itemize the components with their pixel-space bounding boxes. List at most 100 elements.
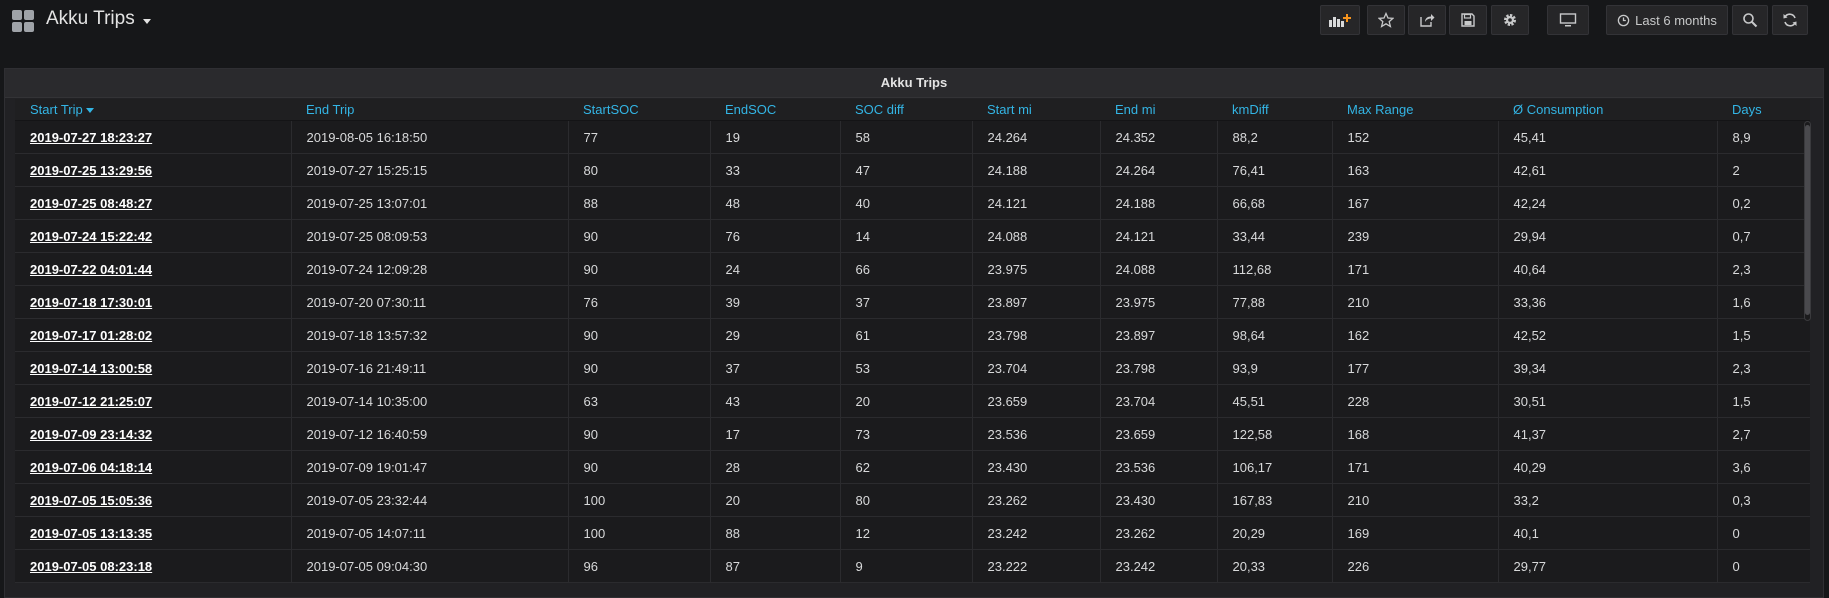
table-cell: 62	[840, 450, 973, 484]
apps-grid-icon[interactable]	[12, 10, 34, 32]
column-header[interactable]: kmDiff	[1217, 99, 1332, 121]
table-cell: 33,36	[1498, 285, 1718, 319]
table-cell: 23.975	[972, 252, 1101, 286]
table-cell: 162	[1332, 318, 1499, 352]
column-header-label: SOC diff	[855, 102, 904, 117]
time-range-picker[interactable]: Last 6 months	[1606, 5, 1728, 35]
table-cell: 100	[568, 516, 711, 550]
table-cell: 17	[710, 417, 841, 451]
table-cell: 88,2	[1217, 120, 1333, 154]
table-cell: 37	[710, 351, 841, 385]
dashboard-title: Akku Trips	[46, 8, 135, 29]
start-trip-link[interactable]: 2019-07-05 13:13:35	[15, 516, 292, 550]
table-cell: 1,5	[1717, 384, 1810, 418]
dashboard-navbar: Akku Trips	[0, 0, 1829, 60]
table-row: 2019-07-17 01:28:02 2019-07-18 13:57:32 90…	[15, 318, 1810, 352]
table-cell: 40,29	[1498, 450, 1718, 484]
column-header[interactable]: Start Trip	[15, 99, 291, 121]
start-trip-link[interactable]: 2019-07-12 21:25:07	[15, 384, 292, 418]
table-cell: 2019-07-05 14:07:11	[291, 516, 569, 550]
table-cell: 2019-07-12 16:40:59	[291, 417, 569, 451]
table-cell: 106,17	[1217, 450, 1333, 484]
start-trip-link[interactable]: 2019-07-25 08:48:27	[15, 186, 292, 220]
column-header-label: Ø Consumption	[1513, 102, 1604, 117]
table-cell: 90	[568, 252, 711, 286]
table-row: 2019-07-05 15:05:36 2019-07-05 23:32:44 10…	[15, 483, 1810, 517]
dashboard-settings-button[interactable]	[1491, 5, 1529, 35]
column-header-label: kmDiff	[1232, 102, 1269, 117]
start-trip-link[interactable]: 2019-07-25 13:29:56	[15, 153, 292, 187]
start-trip-link[interactable]: 2019-07-24 15:22:42	[15, 219, 292, 253]
table-cell: 28	[710, 450, 841, 484]
start-trip-link[interactable]: 2019-07-18 17:30:01	[15, 285, 292, 319]
refresh-button[interactable]	[1772, 5, 1808, 35]
panel-title[interactable]: Akku Trips	[5, 69, 1823, 98]
column-header[interactable]: SOC diff	[840, 99, 972, 121]
table-cell: 3,6	[1717, 450, 1810, 484]
table-cell: 90	[568, 351, 711, 385]
table-cell: 2019-07-14 10:35:00	[291, 384, 569, 418]
star-icon	[1378, 12, 1394, 28]
start-trip-link[interactable]: 2019-07-14 13:00:58	[15, 351, 292, 385]
start-trip-link[interactable]: 2019-07-06 04:18:14	[15, 450, 292, 484]
table-cell: 2019-07-25 13:07:01	[291, 186, 569, 220]
table-cell: 0	[1717, 549, 1810, 583]
start-trip-link[interactable]: 2019-07-17 01:28:02	[15, 318, 292, 352]
table-cell: 24	[710, 252, 841, 286]
column-header[interactable]: Days	[1717, 99, 1810, 121]
table-cell: 93,9	[1217, 351, 1333, 385]
start-trip-link[interactable]: 2019-07-05 08:23:18	[15, 549, 292, 583]
zoom-out-button[interactable]	[1732, 5, 1768, 35]
table-cell: 23.222	[972, 549, 1101, 583]
start-trip-link[interactable]: 2019-07-22 04:01:44	[15, 252, 292, 286]
table-cell: 23.704	[972, 351, 1101, 385]
column-header-label: End mi	[1115, 102, 1156, 117]
table-cell: 90	[568, 450, 711, 484]
dashboard-title-dropdown[interactable]: Akku Trips	[46, 8, 151, 30]
table-cell: 24.264	[972, 120, 1101, 154]
table-cell: 23.430	[1100, 483, 1218, 517]
table-cell: 20	[710, 483, 841, 517]
table-cell: 23.704	[1100, 384, 1218, 418]
start-trip-link[interactable]: 2019-07-27 18:23:27	[15, 120, 292, 154]
start-trip-link[interactable]: 2019-07-09 23:14:32	[15, 417, 292, 451]
column-header[interactable]: Ø Consumption	[1498, 99, 1717, 121]
table-row: 2019-07-24 15:22:42 2019-07-25 08:09:53 90…	[15, 219, 1810, 253]
column-header[interactable]: Max Range	[1332, 99, 1498, 121]
table-row: 2019-07-25 08:48:27 2019-07-25 13:07:01 88…	[15, 186, 1810, 220]
column-header[interactable]: StartSOC	[568, 99, 710, 121]
column-header[interactable]: EndSOC	[710, 99, 840, 121]
column-header[interactable]: End Trip	[291, 99, 568, 121]
table-cell: 0,7	[1717, 219, 1810, 253]
table-cell: 61	[840, 318, 973, 352]
add-panel-button[interactable]	[1320, 5, 1360, 35]
table-cell: 152	[1332, 120, 1499, 154]
column-header[interactable]: End mi	[1100, 99, 1217, 121]
column-header-label: Max Range	[1347, 102, 1414, 117]
table-cell: 33,2	[1498, 483, 1718, 517]
table-panel: Akku Trips Start Trip End Trip StartSOC End…	[4, 68, 1824, 598]
tv-mode-button[interactable]	[1547, 5, 1589, 35]
zoom-out-icon	[1743, 13, 1758, 28]
table-cell: 24.121	[1100, 219, 1218, 253]
table-cell: 2019-07-16 21:49:11	[291, 351, 569, 385]
table-cell: 24.088	[1100, 252, 1218, 286]
star-dashboard-button[interactable]	[1367, 5, 1405, 35]
table-cell: 80	[568, 153, 711, 187]
table-cell: 24.188	[1100, 186, 1218, 220]
start-trip-link[interactable]: 2019-07-05 15:05:36	[15, 483, 292, 517]
table-cell: 24.352	[1100, 120, 1218, 154]
save-dashboard-button[interactable]	[1449, 5, 1487, 35]
table-row: 2019-07-05 08:23:18 2019-07-05 09:04:30 96…	[15, 549, 1810, 583]
table-cell: 76	[710, 219, 841, 253]
table-row: 2019-07-12 21:25:07 2019-07-14 10:35:00 63…	[15, 384, 1810, 418]
monitor-icon	[1559, 13, 1577, 27]
table-row: 2019-07-25 13:29:56 2019-07-27 15:25:15 80…	[15, 153, 1810, 187]
share-dashboard-button[interactable]	[1408, 5, 1446, 35]
column-header[interactable]: Start mi	[972, 99, 1100, 121]
table-cell: 45,41	[1498, 120, 1718, 154]
table-scrollbar-thumb[interactable]	[1805, 125, 1810, 315]
table-cell: 1,6	[1717, 285, 1810, 319]
table-cell: 9	[840, 549, 973, 583]
table-cell: 171	[1332, 450, 1499, 484]
